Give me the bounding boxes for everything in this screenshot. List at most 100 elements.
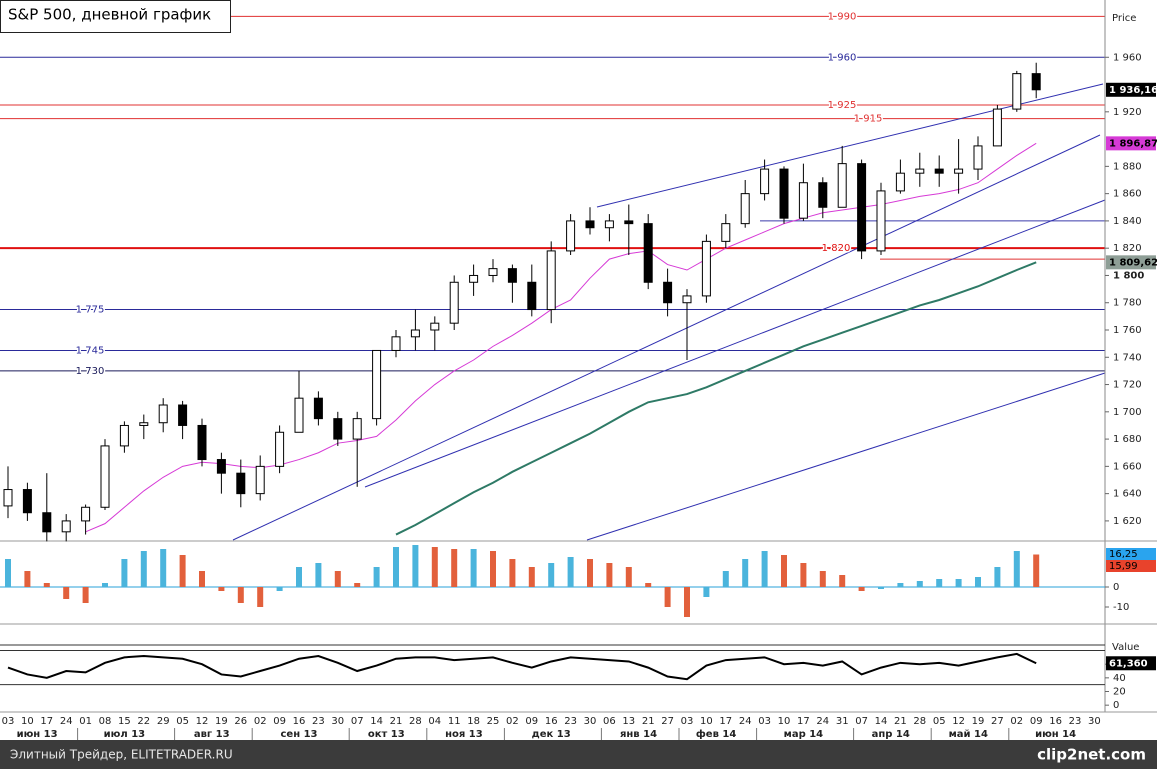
level-label: 1 745 <box>76 345 105 356</box>
y-tick-label: 1 780 <box>1113 298 1142 309</box>
month-label: фев 14 <box>696 728 736 740</box>
candle-body <box>818 182 828 208</box>
x-tick-label: 19 <box>972 716 985 727</box>
candle-body <box>391 336 401 351</box>
x-tick-label: 24 <box>816 716 829 727</box>
value-tag <box>1106 548 1156 560</box>
level-label: 1 820 <box>822 243 851 254</box>
histogram-bar <box>936 579 943 587</box>
x-tick-label: 10 <box>778 716 791 727</box>
x-tick-label: 17 <box>40 716 53 727</box>
histogram-bar <box>296 567 302 587</box>
candle-body <box>663 281 673 304</box>
value-tag-label: 15,99 <box>1109 561 1138 572</box>
histogram-bar <box>955 579 962 587</box>
x-tick-label: 16 <box>545 716 558 727</box>
x-tick-label: 19 <box>215 716 228 727</box>
x-tick-label: 09 <box>525 716 538 727</box>
footer-bar <box>0 740 1157 769</box>
x-tick-label: 23 <box>312 716 325 727</box>
histogram-bar <box>528 567 535 587</box>
histogram-bar <box>43 583 50 587</box>
x-tick-label: 10 <box>21 716 34 727</box>
x-tick-label: 06 <box>603 716 616 727</box>
x-tick-label: 12 <box>952 716 965 727</box>
histogram-bar <box>858 587 865 591</box>
histogram-bar <box>645 583 652 587</box>
x-tick-label: 02 <box>1010 716 1023 727</box>
candle-body <box>255 465 265 495</box>
histogram-bar <box>606 563 613 587</box>
candle-body <box>352 418 362 440</box>
price-tag-label: 1 896,87 <box>1109 138 1157 149</box>
candle-body <box>643 223 653 283</box>
y-tick-label: 1 820 <box>1113 243 1142 254</box>
histogram-bar <box>781 555 787 587</box>
candle-body <box>236 472 246 495</box>
histogram-bar <box>199 571 205 587</box>
x-tick-label: 21 <box>894 716 907 727</box>
histogram-bar <box>451 549 458 587</box>
x-tick-label: 03 <box>2 716 15 727</box>
price-tag <box>1106 82 1156 97</box>
candle-body <box>158 404 168 424</box>
x-tick-label: 21 <box>642 716 655 727</box>
x-tick-label: 07 <box>351 716 364 727</box>
x-tick-label: 07 <box>855 716 868 727</box>
x-tick-label: 25 <box>487 716 500 727</box>
candle-body <box>624 220 634 225</box>
trend-line <box>232 134 1101 541</box>
histogram-bar <box>819 571 826 587</box>
x-tick-label: 27 <box>661 716 674 727</box>
x-tick-label: 30 <box>584 716 597 727</box>
x-tick-label: 01 <box>79 716 92 727</box>
candle-body <box>294 397 304 433</box>
trend-line <box>364 199 1106 488</box>
x-tick-label: 17 <box>797 716 810 727</box>
candle-body <box>857 163 867 252</box>
candle-body <box>740 193 750 225</box>
candle-body <box>333 418 343 440</box>
candle-body <box>895 172 905 192</box>
histogram-bar <box>431 547 438 587</box>
candle-body <box>954 168 964 174</box>
value-tag-label: 16,25 <box>1109 549 1138 560</box>
x-tick-label: 23 <box>564 716 577 727</box>
candle-body <box>178 404 188 426</box>
x-tick-label: 12 <box>196 716 209 727</box>
candle-body <box>1031 73 1041 91</box>
candle-body <box>22 489 32 514</box>
x-tick-label: 23 <box>1069 716 1082 727</box>
level-label: 1 960 <box>828 52 857 63</box>
candle-body <box>313 397 323 420</box>
x-tick-label: 04 <box>428 716 441 727</box>
y-tick-label: 40 <box>1113 673 1126 684</box>
histogram-bar <box>412 545 419 587</box>
x-tick-label: 30 <box>331 716 344 727</box>
y-tick-label: 1 800 <box>1113 270 1144 281</box>
y-tick-label: 0 <box>1113 700 1119 711</box>
x-tick-label: 05 <box>933 716 946 727</box>
x-tick-label: 08 <box>99 716 112 727</box>
x-tick-label: 17 <box>719 716 732 727</box>
y-tick-label: 1 760 <box>1113 325 1142 336</box>
panel-label: Value <box>1112 642 1139 653</box>
value-tag-label: 61,360 <box>1109 658 1148 669</box>
x-tick-label: 09 <box>273 716 286 727</box>
y-tick-label: 1 620 <box>1113 516 1142 527</box>
candle-body <box>507 268 517 283</box>
candle-body <box>837 163 847 208</box>
candle-body <box>798 182 808 219</box>
month-label: мар 14 <box>784 729 824 740</box>
candle-body <box>197 424 207 461</box>
histogram-bar <box>218 587 225 591</box>
x-tick-label: 27 <box>991 716 1004 727</box>
candle-body <box>410 329 420 338</box>
histogram-bar <box>257 587 264 607</box>
histogram-bar <box>160 549 167 587</box>
candle-body <box>1012 73 1022 110</box>
histogram-bar <box>761 551 768 587</box>
histogram-bar <box>742 559 749 587</box>
candle-body <box>430 322 440 331</box>
candle-body <box>81 506 91 522</box>
